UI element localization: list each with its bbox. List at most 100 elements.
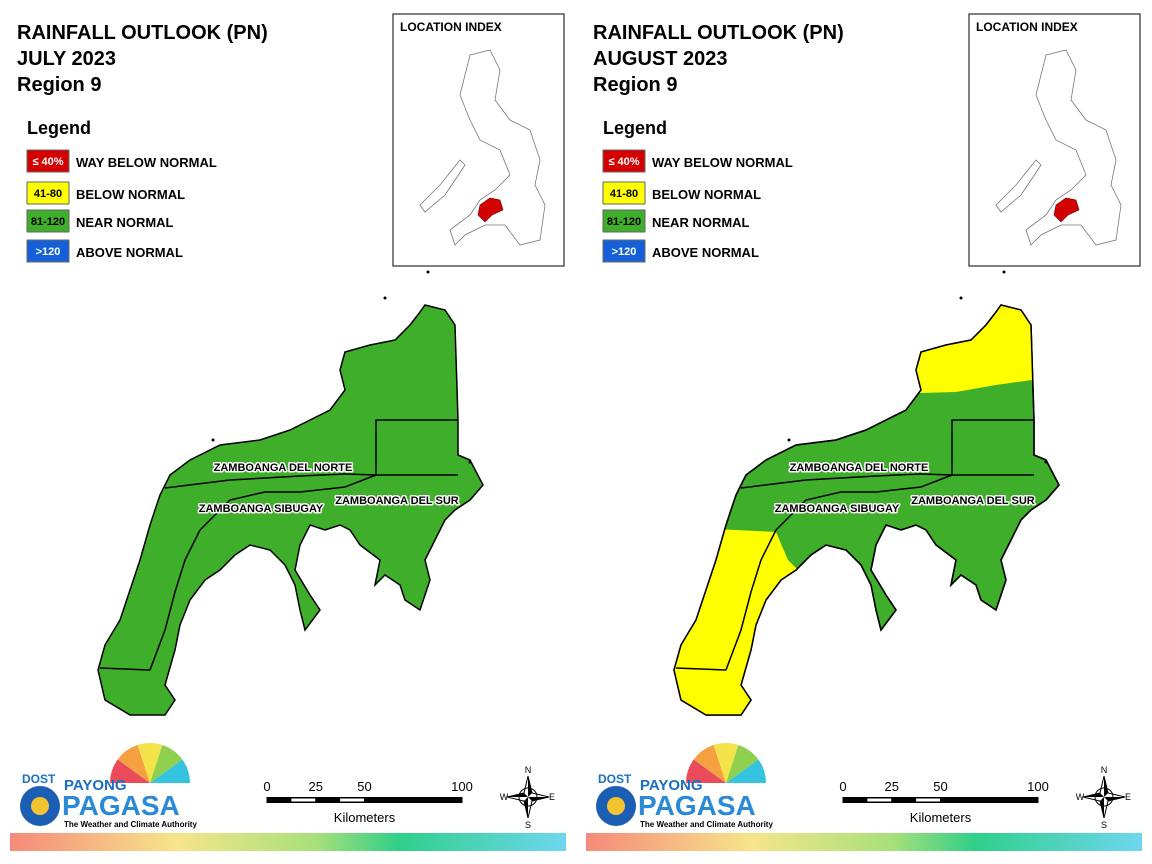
- umbrella-panel: [726, 759, 766, 783]
- province-label: ZAMBOANGA DEL NORTE: [214, 462, 353, 474]
- legend-label: ABOVE NORMAL: [76, 245, 183, 260]
- logo-brand: PAYONG: [640, 777, 703, 794]
- compass-fill: [507, 776, 549, 818]
- scale-tick-label: 50: [357, 779, 371, 794]
- islet: [468, 460, 472, 464]
- title-line: RAINFALL OUTLOOK (PN): [593, 22, 844, 44]
- province-label: ZAMBOANGA DEL SUR: [911, 495, 1035, 507]
- title-line: Region 9: [17, 74, 101, 96]
- logo-name: PAGASA: [62, 790, 180, 821]
- scale-bar-white: [291, 798, 316, 802]
- below-normal-area: [674, 525, 806, 715]
- scale-unit: Kilometers: [910, 810, 972, 825]
- panel: RAINFALL OUTLOOK (PN) JULY 2023 Region 9 LO…: [10, 13, 566, 851]
- islet: [959, 296, 963, 300]
- legend-label: WAY BELOW NORMAL: [76, 155, 217, 170]
- islet: [211, 438, 215, 442]
- compass-letter: W: [1076, 792, 1085, 802]
- logo-seal-center: [607, 797, 625, 815]
- logo-tagline: The Weather and Climate Authority: [640, 820, 773, 829]
- title-line: JULY 2023: [17, 48, 116, 70]
- compass-letter: E: [549, 792, 555, 802]
- scale-tick-label: 25: [309, 779, 323, 794]
- legend-swatch: [26, 181, 70, 205]
- province-label: ZAMBOANGA SIBUGAY: [199, 503, 324, 515]
- scale-tick-label: 100: [451, 779, 473, 794]
- legend-label: BELOW NORMAL: [76, 187, 185, 202]
- legend-label: NEAR NORMAL: [76, 215, 174, 230]
- logo-brand: PAYONG: [64, 777, 127, 794]
- scale-tick-label: 50: [933, 779, 947, 794]
- province-label: ZAMBOANGA DEL SUR: [335, 495, 459, 507]
- compass-letter: W: [500, 792, 509, 802]
- legend-label: ABOVE NORMAL: [652, 245, 759, 260]
- panel: RAINFALL OUTLOOK (PN) AUGUST 2023 Region 9…: [586, 13, 1142, 851]
- title-line: RAINFALL OUTLOOK (PN): [17, 22, 268, 44]
- legend-range: ≤ 40%: [32, 156, 63, 168]
- logo-agency: DOST: [598, 772, 632, 786]
- province-label: ZAMBOANGA DEL NORTE: [790, 462, 929, 474]
- footer-band: [586, 833, 1142, 851]
- legend-swatch: [602, 239, 646, 263]
- legend-range: >120: [36, 246, 61, 258]
- legend-swatch: [602, 181, 646, 205]
- legend-swatch: [602, 149, 646, 173]
- scale-bar-white: [916, 798, 941, 802]
- logo-name: PAGASA: [638, 790, 756, 821]
- below-normal-area: [906, 305, 1046, 393]
- islet: [1002, 270, 1006, 274]
- inset-label: LOCATION INDEX: [400, 20, 502, 34]
- scale-bar-white: [867, 798, 892, 802]
- umbrella-panel: [117, 744, 150, 783]
- legend-swatch: [602, 209, 646, 233]
- title-line: Region 9: [593, 74, 677, 96]
- umbrella-panel: [137, 743, 163, 783]
- legend-swatch: [26, 209, 70, 233]
- umbrella-panel: [110, 759, 150, 783]
- legend-range: ≤ 40%: [608, 156, 639, 168]
- umbrella-panel: [693, 744, 726, 783]
- legend-label: WAY BELOW NORMAL: [652, 155, 793, 170]
- footer-band: [10, 833, 566, 851]
- scale-tick-label: 25: [885, 779, 899, 794]
- legend-title: Legend: [603, 118, 667, 138]
- legend-range: >120: [612, 246, 637, 258]
- scale-tick-label: 100: [1027, 779, 1049, 794]
- title-line: AUGUST 2023: [593, 48, 728, 70]
- umbrella-panel: [150, 744, 183, 783]
- scale-bar-white: [340, 798, 365, 802]
- islet: [383, 296, 387, 300]
- legend-range: 81-120: [31, 216, 65, 228]
- compass-letter: S: [1101, 820, 1107, 830]
- compass-letter: E: [1125, 792, 1131, 802]
- logo-tagline: The Weather and Climate Authority: [64, 820, 197, 829]
- umbrella-panel: [726, 744, 759, 783]
- umbrella-panel: [713, 743, 739, 783]
- umbrella-panel: [686, 759, 726, 783]
- compass-letter: N: [525, 765, 532, 775]
- scale-unit: Kilometers: [334, 810, 396, 825]
- legend-range: 41-80: [610, 188, 638, 200]
- legend-range: 81-120: [607, 216, 641, 228]
- compass-letter: N: [1101, 765, 1108, 775]
- islet: [787, 438, 791, 442]
- legend-label: BELOW NORMAL: [652, 187, 761, 202]
- province-label: ZAMBOANGA SIBUGAY: [775, 503, 900, 515]
- logo-seal-center: [31, 797, 49, 815]
- legend-label: NEAR NORMAL: [652, 215, 750, 230]
- islet: [426, 270, 430, 274]
- legend-range: 41-80: [34, 188, 62, 200]
- location-inset: [968, 13, 1141, 267]
- compass-letter: S: [525, 820, 531, 830]
- location-inset: [392, 13, 565, 267]
- legend-swatch: [26, 149, 70, 173]
- inset-label: LOCATION INDEX: [976, 20, 1078, 34]
- scale-tick-label: 0: [263, 779, 270, 794]
- legend-swatch: [26, 239, 70, 263]
- legend-title: Legend: [27, 118, 91, 138]
- scale-tick-label: 0: [839, 779, 846, 794]
- compass-fill: [1083, 776, 1125, 818]
- umbrella-panel: [150, 759, 190, 783]
- islet: [1044, 460, 1048, 464]
